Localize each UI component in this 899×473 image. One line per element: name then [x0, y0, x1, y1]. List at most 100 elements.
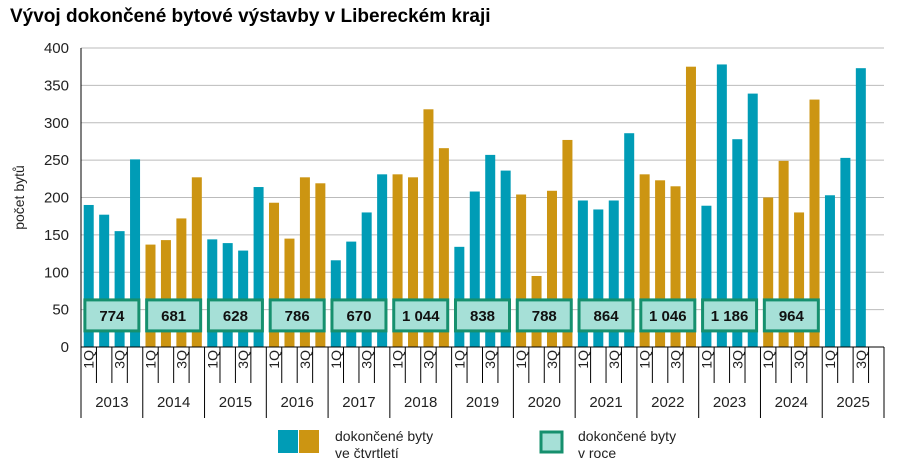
- annual-value: 774: [99, 308, 125, 325]
- year-label: 2014: [157, 394, 190, 411]
- bar-2013-q4: [130, 159, 141, 347]
- annual-value: 1 046: [649, 308, 687, 325]
- bar-2014-q2: [160, 240, 171, 347]
- quarter-tick-label: 3Q: [606, 350, 622, 369]
- annual-box-2020: [515, 298, 573, 333]
- bar-2019-q2: [469, 191, 480, 347]
- year-label: 2022: [651, 394, 684, 411]
- bar-2020-q1: [516, 194, 527, 347]
- quarter-tick-label: 1Q: [575, 350, 591, 369]
- quarter-tick-label: 1Q: [204, 350, 220, 369]
- annual-value: 838: [470, 308, 495, 325]
- bar-2015-q2: [222, 243, 233, 347]
- bar-2014-q1: [145, 244, 156, 347]
- year-label: 2021: [589, 394, 622, 411]
- annual-box-2017: [330, 298, 388, 333]
- legend-swatch-teal: [278, 430, 298, 453]
- bar-2022-q3: [670, 186, 681, 347]
- quarter-tick-label: 1Q: [142, 350, 158, 369]
- bar-2016-q1: [269, 202, 280, 347]
- y-tick-label: 100: [44, 264, 69, 281]
- bar-2020-q4: [562, 139, 573, 347]
- legend-quarterly-label: dokončené byty ve čtvrtletí: [335, 428, 434, 461]
- annual-value: 788: [532, 308, 557, 325]
- bar-2014-q3: [176, 218, 187, 347]
- quarter-tick-label: 3Q: [853, 350, 869, 369]
- bar-2023-q2: [716, 64, 727, 347]
- bar-2019-q4: [500, 170, 511, 347]
- annual-box-2016: [268, 298, 326, 333]
- quarter-tick-label: 1Q: [390, 350, 406, 369]
- bar-2025-q1: [824, 195, 835, 347]
- annual-value: 1 044: [402, 308, 440, 325]
- bar-2024-q1: [763, 197, 774, 347]
- bar-2019-q1: [454, 246, 465, 347]
- bar-2021-q2: [593, 209, 604, 347]
- quarter-tick-label: 1Q: [822, 350, 838, 369]
- quarter-tick-label: 1Q: [451, 350, 467, 369]
- y-tick-label: 0: [61, 339, 69, 356]
- y-tick-label: 300: [44, 115, 69, 132]
- quarter-tick-label: 1Q: [81, 350, 97, 369]
- annual-box-2024: [762, 298, 820, 333]
- bar-2016-q4: [315, 183, 326, 347]
- bar-2018-q2: [408, 177, 419, 347]
- year-label: 2015: [219, 394, 252, 411]
- year-label: 2017: [342, 394, 375, 411]
- annual-box-2023: [701, 298, 759, 333]
- quarter-tick-label: 1Q: [513, 350, 529, 369]
- bar-2014-q4: [191, 177, 202, 347]
- quarter-tick-label: 3Q: [420, 350, 436, 369]
- year-label: 2020: [528, 394, 561, 411]
- annual-box-2022: [639, 298, 697, 333]
- year-label: 2024: [775, 394, 808, 411]
- year-label: 2018: [404, 394, 437, 411]
- bar-2024-q3: [794, 212, 805, 347]
- annual-box-2018: [392, 298, 450, 333]
- year-label: 2016: [281, 394, 314, 411]
- annual-value: 681: [161, 308, 186, 325]
- year-label: 2025: [836, 394, 869, 411]
- y-tick-label: 350: [44, 77, 69, 94]
- bar-2016-q2: [284, 238, 295, 347]
- bar-2021-q3: [608, 200, 619, 347]
- bar-2022-q2: [655, 180, 666, 347]
- quarter-tick-label: 3Q: [112, 350, 128, 369]
- bar-2017-q3: [361, 212, 372, 347]
- bar-2023-q3: [732, 139, 743, 347]
- quarter-tick-label: 3Q: [359, 350, 375, 369]
- annual-value: 628: [223, 308, 248, 325]
- quarter-tick-label: 1Q: [698, 350, 714, 369]
- bar-2021-q4: [624, 133, 635, 347]
- quarter-tick-label: 3Q: [791, 350, 807, 369]
- quarter-tick-label: 3Q: [668, 350, 684, 369]
- y-tick-label: 250: [44, 152, 69, 169]
- bar-2023-q1: [701, 205, 712, 347]
- bar-2025-q2: [840, 157, 851, 347]
- year-label: 2013: [95, 394, 128, 411]
- quarter-tick-label: 3Q: [235, 350, 251, 369]
- y-tick-label: 50: [52, 302, 69, 319]
- annual-value: 786: [285, 308, 310, 325]
- bar-2019-q3: [485, 154, 496, 347]
- bar-2017-q4: [377, 174, 388, 347]
- quarter-tick-label: 1Q: [328, 350, 344, 369]
- legend-swatch-annual: [539, 430, 564, 454]
- bar-2022-q4: [685, 66, 696, 347]
- bar-2020-q3: [546, 190, 557, 347]
- bar-2013-q2: [99, 214, 110, 347]
- year-label: 2019: [466, 394, 499, 411]
- quarter-tick-label: 3Q: [544, 350, 560, 369]
- quarter-tick-label: 1Q: [760, 350, 776, 369]
- quarter-tick-label: 1Q: [637, 350, 653, 369]
- annual-value: 670: [346, 308, 371, 325]
- annual-box-2021: [577, 298, 635, 333]
- quarter-tick-label: 3Q: [482, 350, 498, 369]
- quarter-tick-label: 3Q: [173, 350, 189, 369]
- bar-2023-q4: [747, 93, 758, 347]
- bar-2015-q1: [207, 239, 218, 347]
- bar-2018-q4: [438, 148, 449, 347]
- legend-swatch-gold: [299, 430, 319, 453]
- bar-2018-q1: [392, 174, 403, 347]
